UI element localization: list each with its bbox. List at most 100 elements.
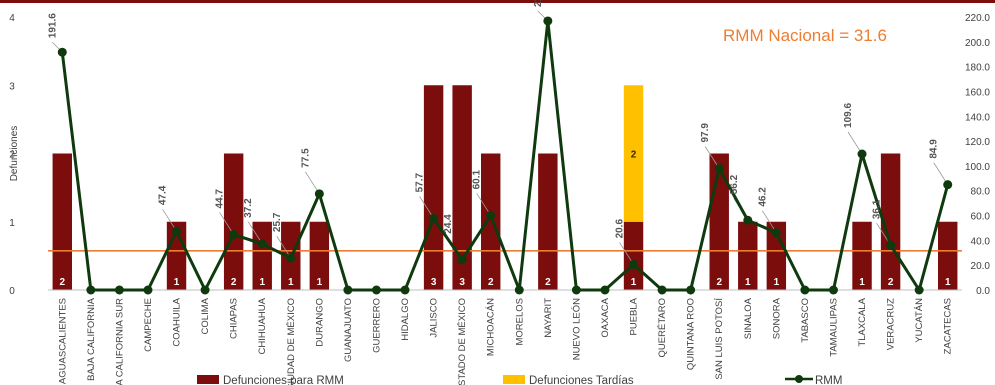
y-right-tick: 160.0 [965, 87, 990, 98]
bar-count-label: 1 [745, 277, 751, 288]
bar-count-label: 1 [945, 277, 951, 288]
late-bar-puebla [623, 85, 644, 222]
bar-count-label: 2 [888, 277, 894, 288]
rmm-point-queretaro [657, 285, 667, 295]
x-tick-tabasco: TABASCO [800, 298, 811, 343]
bar-veracruz [880, 153, 901, 290]
rmm-point-yucatan [914, 285, 924, 295]
rmm-value-label: 24.4 [443, 214, 454, 234]
rmm-point-hidalgo [400, 285, 410, 295]
bar-count-label: 3 [459, 277, 465, 288]
x-tick-sinaloa: SINALOA [743, 297, 754, 339]
bar-jalisco [423, 85, 444, 290]
bar-count-label: 2 [231, 277, 237, 288]
bar-count-label: 3 [431, 277, 437, 288]
rmm-value-label: 47.4 [158, 185, 169, 205]
x-tick-san-luis-potosi: SAN LUIS POTOSÍ [714, 298, 725, 380]
rmm-point-ciudad-de-mexico [286, 253, 296, 263]
x-tick-tamaulipas: TAMAULIPAS [828, 298, 839, 357]
bar-michoacan [481, 153, 501, 290]
rmm-point-zacatecas [943, 180, 953, 190]
late-bar-count-label: 2 [631, 150, 637, 161]
rmm-point-quintana-roo [686, 285, 696, 295]
x-tick-oaxaca: OAXACA [600, 297, 611, 337]
x-tick-aguascalientes: AGUASCALIENTES [57, 298, 68, 384]
x-tick-campeche: CAMPECHE [143, 298, 154, 352]
rmm-value-label: 84.9 [929, 139, 940, 159]
rmm-value-label: 46.2 [757, 187, 768, 207]
rmm-point-veracruz [886, 240, 896, 250]
rmm-value-label: 191.6 [47, 13, 58, 38]
rmm-value-label: 109.6 [843, 103, 854, 128]
rmm-value-label: 60.1 [472, 170, 483, 190]
bar-nayarit [538, 153, 558, 290]
y-axis-label: Defunciones [9, 126, 20, 182]
rmm-value-label: 56.2 [729, 174, 740, 194]
x-tick-chihuahua: CHIHUAHUA [257, 297, 268, 354]
rmm-point-tabasco [800, 285, 810, 295]
x-tick-queretaro: QUERÉTARO [657, 298, 668, 357]
rmm-point-puebla [629, 259, 639, 269]
rmm-point-sinaloa [743, 215, 753, 225]
rmm-point-san-luis-potosi [714, 164, 724, 174]
rmm-value-label: 25.7 [272, 212, 283, 232]
x-tick-michoacan: MICHOACÁN [486, 298, 497, 356]
y-left-tick: 4 [9, 13, 15, 24]
x-tick-zacatecas: ZACATECAS [943, 298, 954, 354]
rmm-value-label: 97.9 [700, 123, 711, 143]
rmm-point-coahuila [172, 226, 182, 236]
bar-zacatecas [938, 221, 958, 290]
y-right-tick: 220.0 [965, 13, 990, 24]
rmm-point-tamaulipas [828, 285, 838, 295]
bar-estado-de-mexico [452, 85, 472, 290]
rmm-point-tlaxcala [857, 149, 867, 159]
x-tick-sonora: SONORA [771, 297, 782, 339]
x-tick-guanajuato: GUANAJUATO [343, 298, 354, 362]
rmm-point-guerrero [371, 285, 381, 295]
legend-label-defunciones: Defunciones para RMM [223, 375, 344, 385]
rmm-point-guanajuato [343, 285, 353, 295]
x-tick-quintana-roo: QUINTANA ROO [686, 298, 697, 370]
rmm-point-baja-california-sur [114, 285, 124, 295]
bar-count-label: 2 [488, 277, 494, 288]
y-left-tick: 0 [9, 286, 15, 297]
y-right-tick: 100.0 [965, 162, 990, 173]
bar-count-label: 1 [631, 277, 637, 288]
y-right-tick: 40.0 [971, 236, 991, 247]
bar-chiapas [223, 153, 244, 290]
y-right-tick: 80.0 [971, 187, 991, 198]
bar-aguascalientes [52, 153, 72, 290]
rmm-point-chihuahua [257, 239, 267, 249]
rmm-point-jalisco [429, 213, 439, 223]
y-left-tick: 3 [9, 81, 15, 92]
rmm-value-label: 44.7 [215, 189, 226, 209]
rmm-point-sonora [771, 228, 781, 238]
x-tick-puebla: PUEBLA [629, 297, 640, 335]
rmm-point-nayarit [543, 16, 553, 26]
x-tick-colima: COLIMA [200, 297, 211, 334]
bar-count-label: 2 [60, 277, 66, 288]
rmm-point-aguascalientes [57, 47, 67, 57]
x-tick-tlaxcala: TLAXCALA [857, 297, 868, 346]
bar-durango [309, 221, 330, 290]
y-left-tick: 2 [9, 150, 15, 161]
bar-sinaloa [738, 221, 758, 290]
bar-count-label: 1 [774, 277, 780, 288]
rmm-point-michoacan [486, 210, 496, 220]
top-rule [0, 0, 995, 3]
rmm-point-chiapas [229, 230, 239, 240]
bar-count-label: 2 [716, 277, 722, 288]
rmm-point-nuevo-leon [571, 285, 581, 295]
y-right-tick: 0.0 [976, 286, 990, 297]
x-tick-veracruz: VERACRUZ [886, 298, 897, 350]
x-tick-ciudad-de-mexico: CIUDAD DE MÉXICO [286, 298, 297, 385]
y-right-tick: 20.0 [971, 261, 991, 272]
bar-count-label: 1 [859, 277, 865, 288]
y-right-tick: 120.0 [965, 137, 990, 148]
rmm-value-label: 57.7 [415, 172, 426, 192]
x-tick-coahuila: COAHUILA [172, 297, 183, 346]
rmm-value-label: 37.2 [243, 198, 254, 218]
y-right-tick: 140.0 [965, 112, 990, 123]
